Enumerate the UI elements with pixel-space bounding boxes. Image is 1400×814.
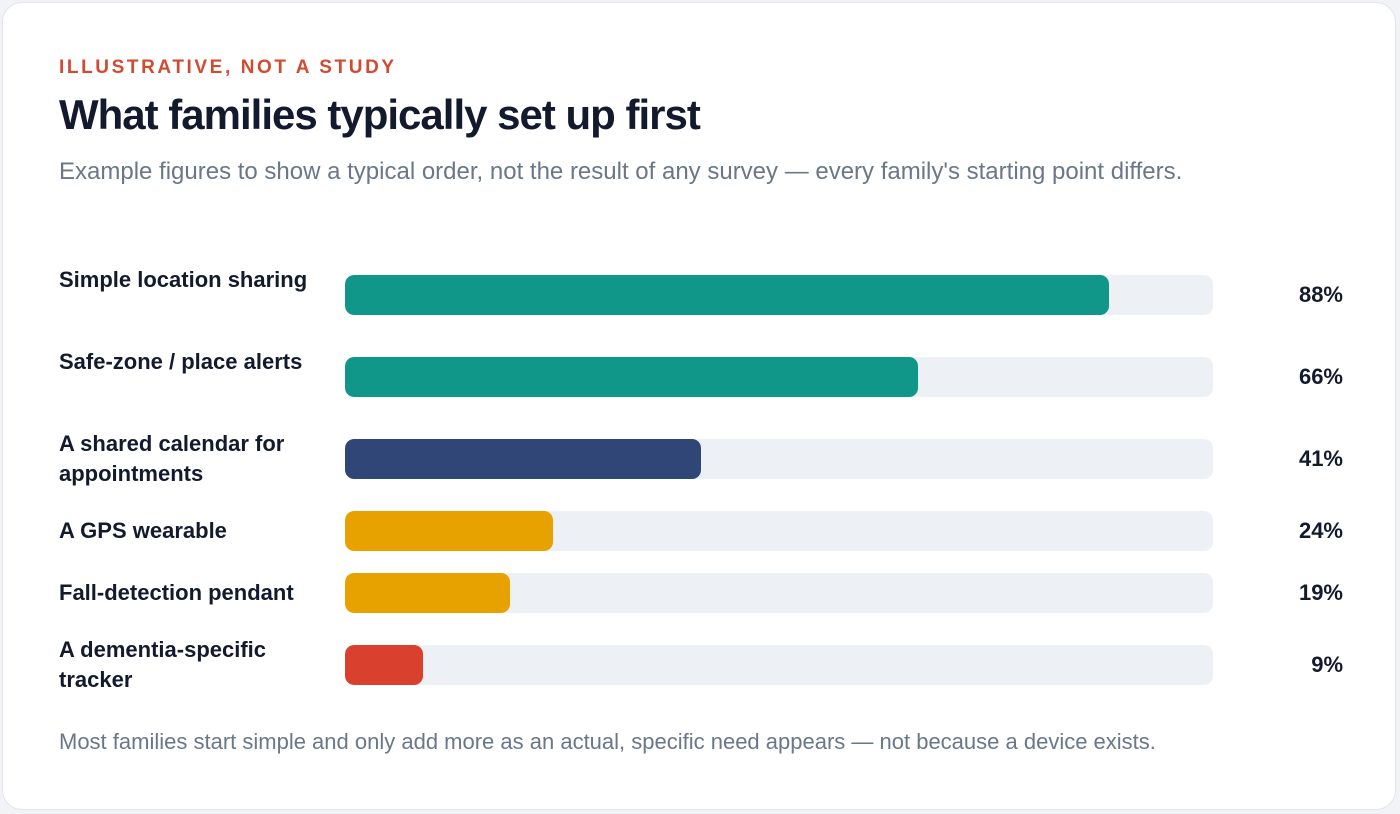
bar-fill bbox=[345, 275, 1109, 315]
bar-fill bbox=[345, 357, 918, 397]
footnote: Most families start simple and only add … bbox=[59, 729, 1156, 754]
bar-category-label: A shared calendar for appointments bbox=[59, 431, 285, 486]
bar-rows: Simple location sharing 88% Safe-zone / pl… bbox=[3, 3, 1397, 811]
bar-fill bbox=[345, 439, 701, 479]
bar-category-label: Simple location sharing bbox=[59, 267, 308, 292]
bar-category-label: A dementia-specific tracker bbox=[59, 637, 267, 692]
bar-value-label: 66% bbox=[1298, 364, 1343, 389]
bar-track bbox=[345, 573, 1213, 613]
bar-fill bbox=[345, 511, 553, 551]
chart-subtitle: Example figures to show a typical order,… bbox=[59, 158, 1183, 185]
bar-category-label: A GPS wearable bbox=[59, 518, 227, 543]
bar-fill bbox=[345, 573, 510, 613]
chart-title: What families typically set up first bbox=[59, 91, 701, 138]
bar-value-label: 24% bbox=[1298, 518, 1343, 543]
bar-value-label: 19% bbox=[1298, 580, 1343, 605]
bar-value-label: 41% bbox=[1298, 446, 1343, 471]
bar-track bbox=[345, 275, 1213, 315]
bar-category-label: Fall-detection pendant bbox=[59, 580, 294, 605]
bar-value-label: 88% bbox=[1298, 282, 1343, 307]
bar-track bbox=[345, 439, 1213, 479]
bar-track bbox=[345, 511, 1213, 551]
bar-track bbox=[345, 645, 1213, 685]
bar-fill bbox=[345, 645, 423, 685]
eyebrow-label: ILLUSTRATIVE, NOT A STUDY bbox=[59, 57, 397, 78]
bar-value-label: 9% bbox=[1311, 652, 1343, 677]
bar-track bbox=[345, 357, 1213, 397]
bar-category-label: Safe-zone / place alerts bbox=[59, 349, 303, 374]
